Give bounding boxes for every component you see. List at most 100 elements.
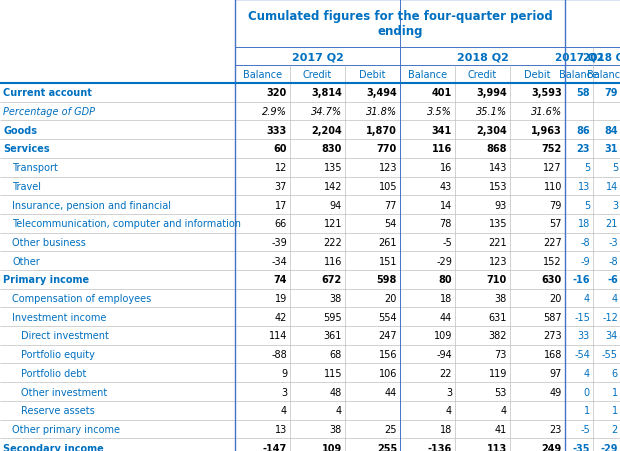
Text: 38: 38 [330, 294, 342, 304]
Text: 770: 770 [377, 144, 397, 154]
Text: 74: 74 [273, 275, 287, 285]
Text: 43: 43 [440, 181, 452, 191]
Text: Credit: Credit [303, 70, 332, 80]
Text: 38: 38 [330, 424, 342, 434]
Text: 38: 38 [495, 294, 507, 304]
Text: 1: 1 [584, 405, 590, 415]
Text: 5: 5 [584, 200, 590, 210]
Text: 41: 41 [495, 424, 507, 434]
Text: 554: 554 [378, 312, 397, 322]
Text: 79: 79 [604, 88, 618, 98]
Text: -12: -12 [602, 312, 618, 322]
Text: 14: 14 [606, 181, 618, 191]
Text: -88: -88 [272, 350, 287, 359]
Text: Telecommunication, computer and information: Telecommunication, computer and informat… [12, 219, 241, 229]
Text: Current account: Current account [3, 88, 92, 98]
Text: Portfolio equity: Portfolio equity [21, 350, 95, 359]
Text: Insurance, pension and financial: Insurance, pension and financial [12, 200, 171, 210]
Text: 123: 123 [489, 256, 507, 266]
Text: 156: 156 [378, 350, 397, 359]
Text: 127: 127 [543, 163, 562, 173]
Text: -55: -55 [602, 350, 618, 359]
Text: 97: 97 [549, 368, 562, 378]
Text: 4: 4 [584, 368, 590, 378]
Text: -147: -147 [263, 443, 287, 451]
Text: 3,593: 3,593 [531, 88, 562, 98]
Text: 54: 54 [384, 219, 397, 229]
Text: 33: 33 [578, 331, 590, 341]
Text: Primary income: Primary income [3, 275, 89, 285]
Text: 401: 401 [432, 88, 452, 98]
Text: 2: 2 [612, 424, 618, 434]
Text: 106: 106 [379, 368, 397, 378]
Text: 73: 73 [495, 350, 507, 359]
Text: 2.9%: 2.9% [262, 107, 287, 117]
Text: Balance: Balance [243, 70, 282, 80]
Text: 60: 60 [273, 144, 287, 154]
Text: 37: 37 [275, 181, 287, 191]
Text: 114: 114 [268, 331, 287, 341]
Text: 341: 341 [432, 125, 452, 135]
Text: 20: 20 [384, 294, 397, 304]
Text: -29: -29 [601, 443, 618, 451]
Text: 153: 153 [489, 181, 507, 191]
Text: 86: 86 [577, 125, 590, 135]
Text: 320: 320 [267, 88, 287, 98]
Text: Credit: Credit [468, 70, 497, 80]
Text: 31: 31 [604, 144, 618, 154]
Text: 58: 58 [577, 88, 590, 98]
Text: 113: 113 [487, 443, 507, 451]
Text: 1,963: 1,963 [531, 125, 562, 135]
Text: 110: 110 [544, 181, 562, 191]
Text: 116: 116 [324, 256, 342, 266]
Text: Travel: Travel [12, 181, 41, 191]
Text: 168: 168 [544, 350, 562, 359]
Text: 151: 151 [378, 256, 397, 266]
Text: 2018 Q2: 2018 Q2 [583, 52, 620, 62]
Text: 31.8%: 31.8% [366, 107, 397, 117]
Text: Balance: Balance [559, 70, 598, 80]
Text: 4: 4 [446, 405, 452, 415]
Text: 2,304: 2,304 [476, 125, 507, 135]
Text: 361: 361 [324, 331, 342, 341]
Text: 17: 17 [275, 200, 287, 210]
Text: 6: 6 [612, 368, 618, 378]
Text: 595: 595 [324, 312, 342, 322]
Text: 249: 249 [542, 443, 562, 451]
Text: 22: 22 [440, 368, 452, 378]
Text: 4: 4 [501, 405, 507, 415]
Text: 93: 93 [495, 200, 507, 210]
Text: -8: -8 [608, 256, 618, 266]
Text: Other: Other [12, 256, 40, 266]
Text: Balance: Balance [408, 70, 447, 80]
Text: 4: 4 [584, 294, 590, 304]
Text: -5: -5 [580, 424, 590, 434]
Text: Other primary income: Other primary income [12, 424, 120, 434]
Text: Compensation of employees: Compensation of employees [12, 294, 151, 304]
Text: 66: 66 [275, 219, 287, 229]
Text: 227: 227 [543, 237, 562, 248]
Text: 35.1%: 35.1% [476, 107, 507, 117]
Text: 0: 0 [584, 387, 590, 397]
Text: 830: 830 [322, 144, 342, 154]
Text: 2017 Q2: 2017 Q2 [555, 52, 603, 62]
Text: -34: -34 [272, 256, 287, 266]
Text: 105: 105 [378, 181, 397, 191]
Text: 222: 222 [323, 237, 342, 248]
Text: 631: 631 [489, 312, 507, 322]
Text: 123: 123 [378, 163, 397, 173]
Text: 672: 672 [322, 275, 342, 285]
Text: 152: 152 [543, 256, 562, 266]
Text: -6: -6 [607, 275, 618, 285]
Text: Services: Services [3, 144, 50, 154]
Text: 333: 333 [267, 125, 287, 135]
Text: 3: 3 [612, 200, 618, 210]
Text: Reserve assets: Reserve assets [21, 405, 95, 415]
Text: Direct investment: Direct investment [21, 331, 109, 341]
Text: 23: 23 [549, 424, 562, 434]
Text: 21: 21 [606, 219, 618, 229]
Text: 16: 16 [440, 163, 452, 173]
Text: Secondary income: Secondary income [3, 443, 104, 451]
Text: 4: 4 [612, 294, 618, 304]
Text: -136: -136 [428, 443, 452, 451]
